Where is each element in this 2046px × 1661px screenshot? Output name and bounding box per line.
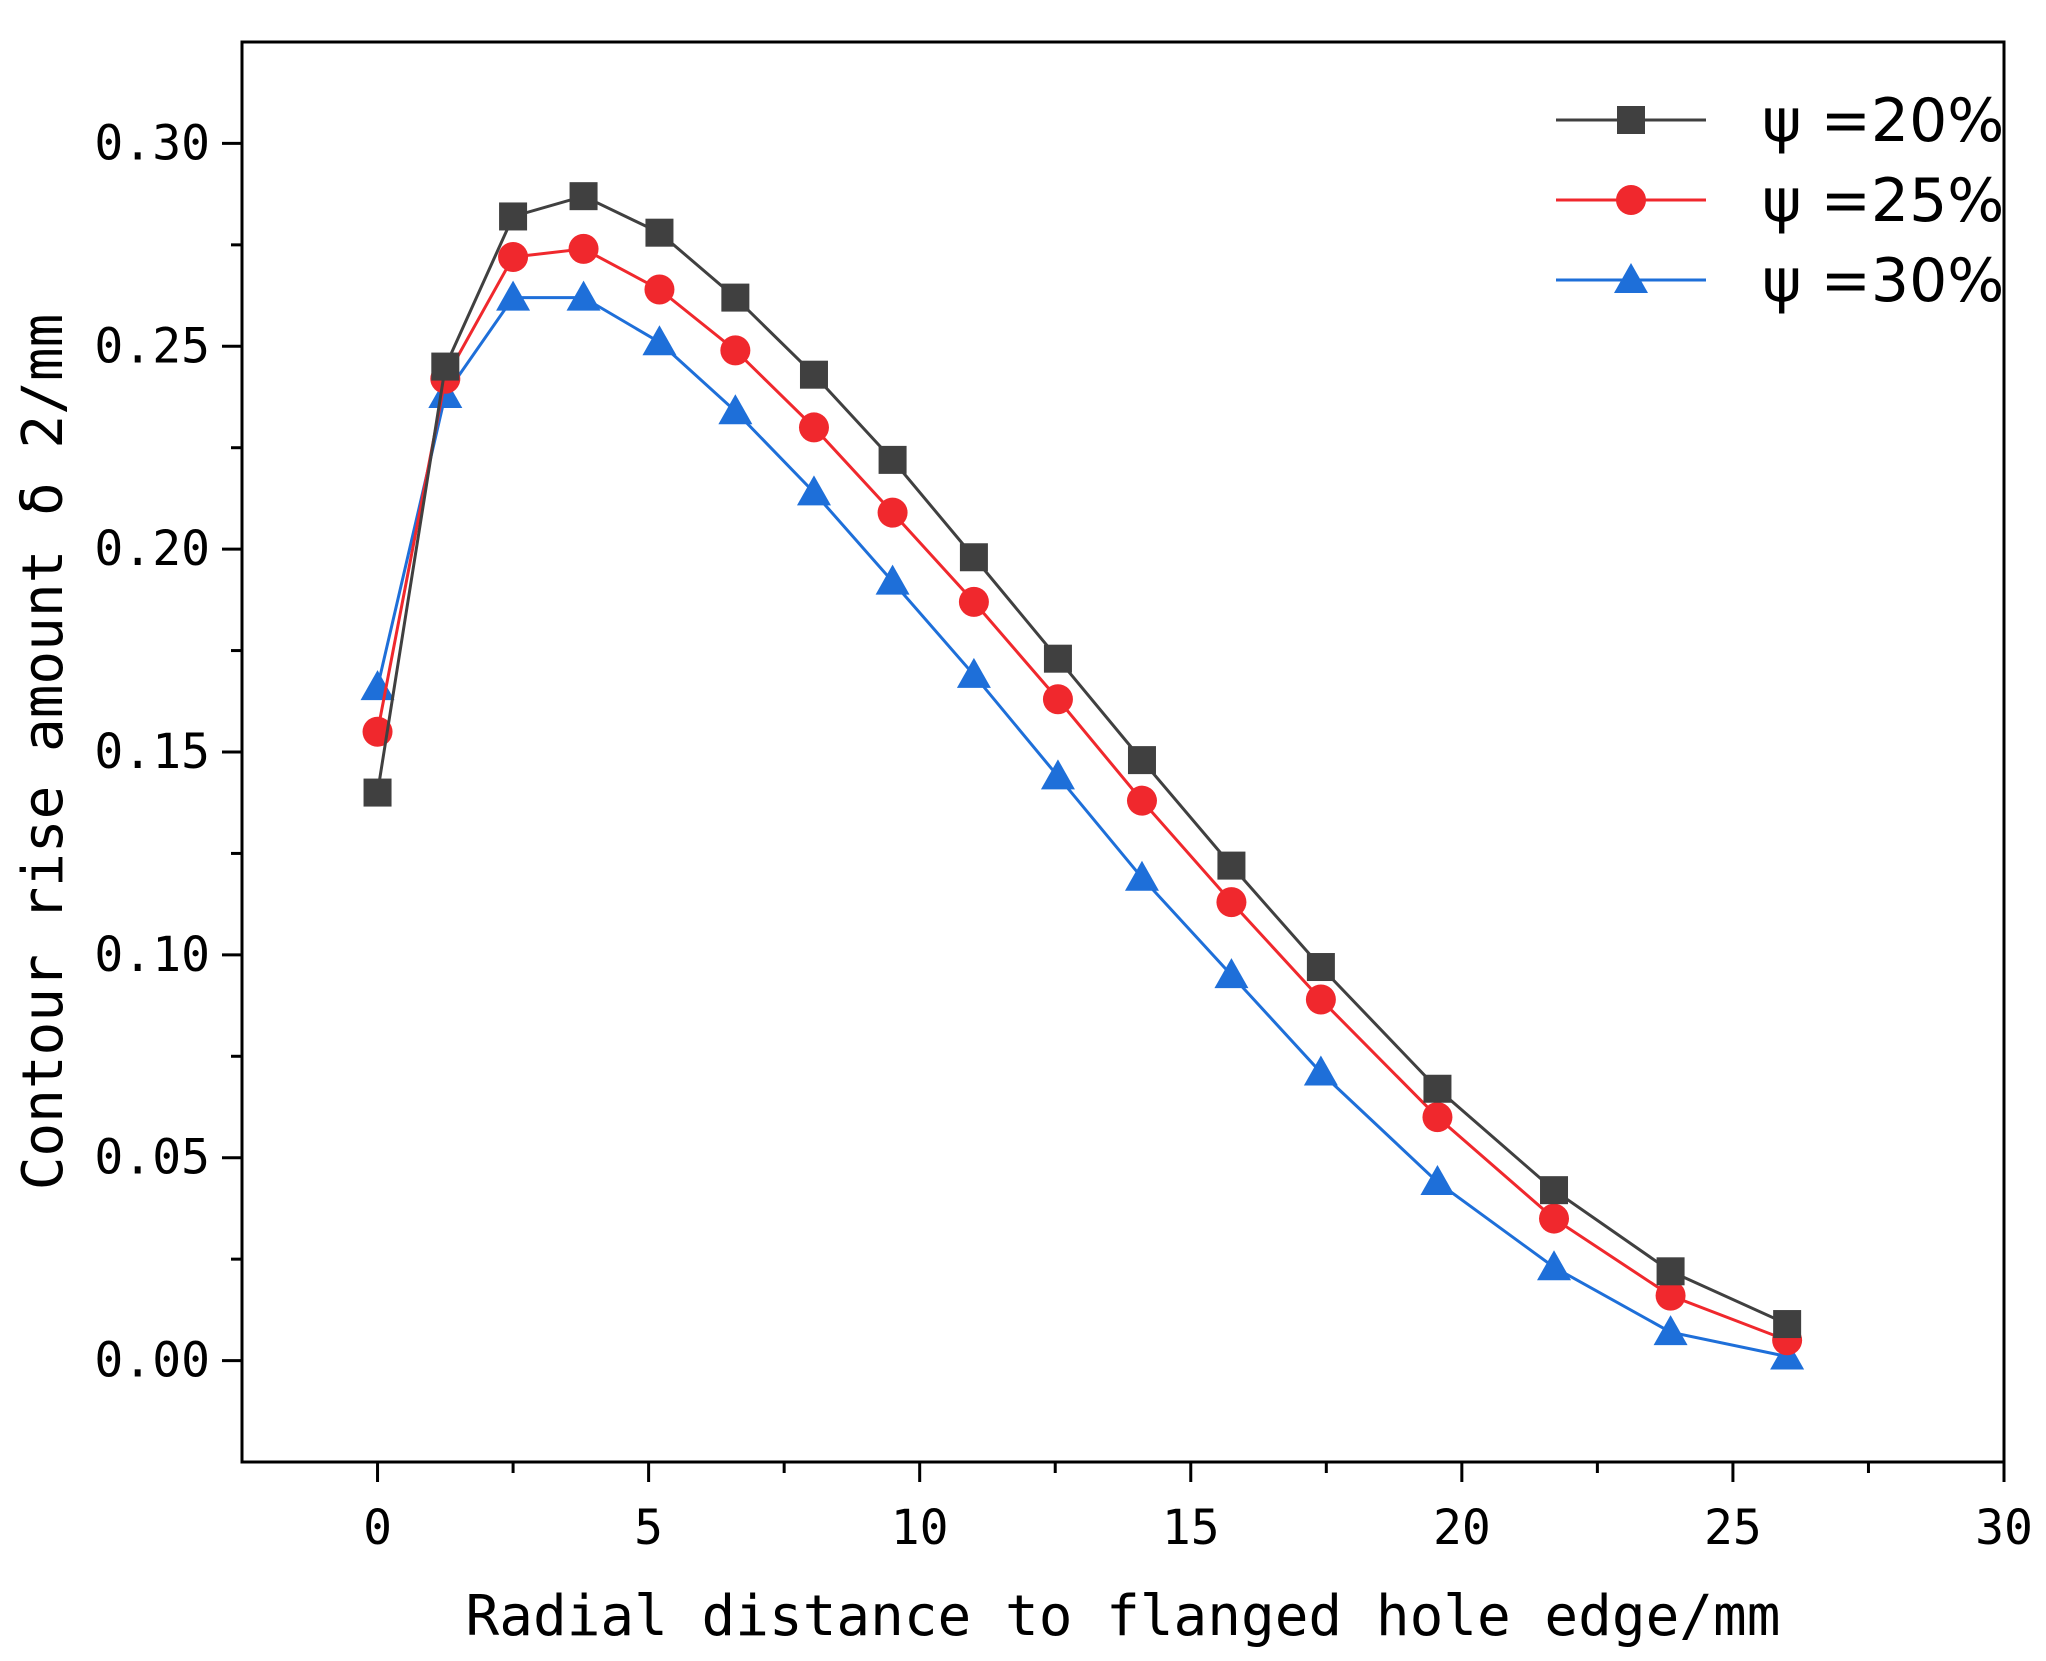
data-point: [1124, 860, 1159, 891]
data-point: [1040, 759, 1075, 790]
data-point: [642, 325, 677, 356]
data-point: [877, 497, 908, 528]
legend-label: ψ =30%: [1762, 246, 2004, 316]
y-tick-label: 0.25: [94, 318, 210, 374]
data-point: [1126, 785, 1157, 816]
y-tick-label: 0.00: [94, 1333, 210, 1389]
data-point: [1773, 1310, 1802, 1339]
series-3: [360, 280, 1805, 1370]
x-axis-title: Radial distance to flanged hole edge/mm: [466, 1584, 1781, 1649]
plot-area: [360, 182, 1805, 1370]
data-point: [1042, 684, 1073, 715]
data-point: [1306, 953, 1335, 982]
data-point: [878, 445, 907, 474]
x-tick-label: 25: [1704, 1500, 1762, 1556]
data-point: [1127, 746, 1156, 775]
y-tick-label: 0.15: [94, 724, 210, 780]
data-point: [363, 778, 392, 807]
data-point: [1540, 1176, 1569, 1205]
data-point: [644, 274, 675, 305]
y-tick-label: 0.10: [94, 927, 210, 983]
data-point: [1537, 1250, 1572, 1281]
data-point: [1217, 851, 1246, 880]
series-1: [363, 182, 1802, 1339]
data-point: [1305, 984, 1336, 1015]
data-point: [645, 218, 674, 247]
series-2: [362, 233, 1803, 1356]
data-point: [721, 283, 750, 312]
data-point: [1214, 958, 1249, 989]
legend: ψ =20% ψ =25% ψ =30%: [1556, 86, 2004, 316]
data-point: [1216, 887, 1247, 918]
data-point: [1422, 1102, 1453, 1133]
data-point: [499, 202, 528, 231]
legend-label: ψ =25%: [1762, 166, 2004, 236]
x-tick-label: 10: [891, 1500, 949, 1556]
data-point: [1420, 1165, 1455, 1196]
series-line: [376, 247, 1788, 1342]
y-tick-label: 0.05: [94, 1130, 210, 1186]
data-point: [569, 182, 598, 211]
x-tick-label: 0: [363, 1500, 392, 1556]
data-point: [956, 657, 991, 688]
data-point: [498, 242, 529, 273]
data-point: [1539, 1203, 1570, 1234]
legend-item-2: ψ =25%: [1556, 166, 2004, 236]
data-point: [798, 412, 829, 443]
legend-marker: [1617, 106, 1645, 134]
x-tick-label: 20: [1433, 1500, 1491, 1556]
data-point: [1656, 1257, 1685, 1286]
data-point: [718, 394, 753, 425]
data-point: [799, 360, 828, 389]
data-point: [875, 564, 910, 595]
x-tick-label: 15: [1162, 1500, 1220, 1556]
data-point: [796, 475, 831, 506]
y-tick-label: 0.30: [94, 115, 210, 171]
data-point: [566, 280, 601, 311]
legend-marker: [1616, 185, 1646, 215]
data-point: [1423, 1074, 1452, 1103]
data-point: [958, 586, 989, 617]
legend-marker: [1614, 263, 1648, 293]
legend-item-1: ψ =20%: [1556, 86, 2004, 156]
data-point: [1655, 1280, 1686, 1311]
data-point: [1303, 1055, 1338, 1086]
data-point: [720, 335, 751, 366]
axes: 0 5 10 15 20 25 30 0.00 0.05 0.10 0.15 0.20 0.25 0.30…: [11, 40, 2033, 1649]
data-point: [1653, 1315, 1688, 1346]
data-point: [431, 352, 460, 381]
x-tick-label: 5: [634, 1500, 663, 1556]
data-point: [1043, 644, 1072, 673]
data-point: [568, 233, 599, 264]
series-line: [376, 194, 1788, 1326]
series-line: [376, 296, 1788, 1358]
legend-label: ψ =20%: [1762, 86, 2004, 156]
legend-item-3: ψ =30%: [1556, 246, 2004, 316]
y-tick-label: 0.20: [94, 521, 210, 577]
data-point: [959, 543, 988, 572]
x-tick-label: 30: [1975, 1500, 2033, 1556]
data-point: [496, 280, 531, 311]
y-axis-title: Contour rise amount δ 2/mm: [11, 314, 76, 1191]
